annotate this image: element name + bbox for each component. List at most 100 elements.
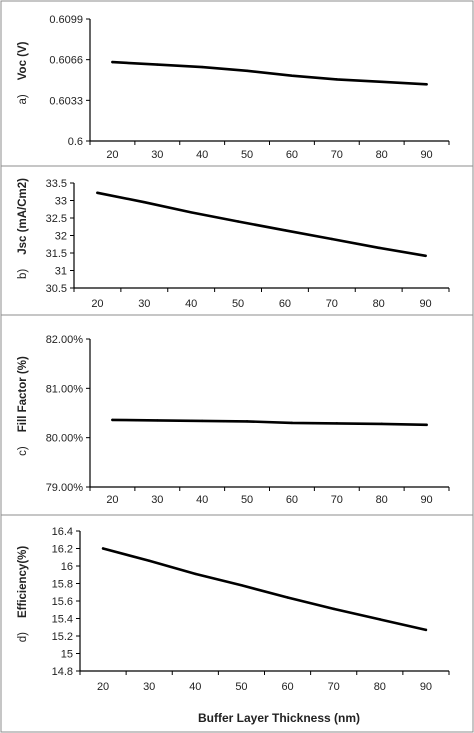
y-tick-label: 0.6 <box>68 136 83 148</box>
x-tick-label: 40 <box>189 681 201 693</box>
y-tick-label: 80.00% <box>46 433 84 445</box>
data-point <box>200 419 204 423</box>
x-tick-label: 20 <box>97 681 109 693</box>
data-point <box>335 78 339 81</box>
data-point <box>200 65 204 69</box>
data-point <box>147 559 151 562</box>
x-tick-label: 60 <box>279 298 291 310</box>
x-tick-label: 80 <box>376 494 388 506</box>
x-tick-label: 30 <box>143 681 155 693</box>
x-tick-label: 60 <box>286 494 298 506</box>
chart-panel-2: 30.5 31 31.5 32 32.5 33 33.5 20 30 40 50 60 70 80 90 b)… <box>0 165 474 316</box>
panel-frame <box>0 165 474 316</box>
series-line <box>111 60 428 86</box>
data-point <box>156 63 159 66</box>
x-tick-label: 90 <box>420 494 432 506</box>
x-tick-label: 40 <box>185 298 197 310</box>
data-point <box>143 201 146 204</box>
data-point <box>332 607 335 611</box>
x-tick-label: 90 <box>419 298 431 310</box>
x-tick-label: 30 <box>138 298 150 310</box>
data-point <box>156 419 159 422</box>
y-tick-label: 0.6066 <box>49 55 83 67</box>
y-axis-label-text: Fill Factor (%) <box>17 356 29 432</box>
y-axis-label-text: Voc (V) <box>17 41 29 80</box>
x-tick-label: 50 <box>241 149 253 161</box>
x-axis-label: Buffer Layer Thickness (nm) <box>198 711 360 725</box>
y-axis-label-text: Efficiency(%) <box>17 546 29 618</box>
data-point <box>330 237 334 241</box>
data-point <box>111 60 114 64</box>
data-point <box>290 74 294 77</box>
x-tick-label: 50 <box>241 494 253 506</box>
y-tick-label: 16 <box>61 561 73 573</box>
y-tick-label: 79.00% <box>46 482 84 494</box>
x-tick-label: 30 <box>151 149 163 161</box>
data-point <box>425 423 428 427</box>
data-point <box>378 618 382 621</box>
panel-letter: b) <box>17 269 29 279</box>
y-tick-label: 32.5 <box>46 213 67 225</box>
panel-letter: c) <box>17 446 29 456</box>
x-tick-label: 60 <box>281 681 293 693</box>
data-point <box>236 220 240 223</box>
x-tick-label: 30 <box>151 494 163 506</box>
data-point <box>101 547 105 550</box>
data-point <box>240 584 243 587</box>
x-tick-label: 50 <box>235 681 247 693</box>
data-point <box>286 596 289 599</box>
data-point <box>96 191 99 194</box>
x-tick-label: 80 <box>376 149 388 161</box>
chart-panel-3: 79.00% 80.00% 81.00% 82.00% 20 30 40 50 60 70 80 90… <box>0 314 474 516</box>
data-point <box>245 420 249 423</box>
x-tick-label: 20 <box>91 298 103 310</box>
panel-letter: a) <box>17 94 29 104</box>
x-tick-label: 90 <box>420 681 432 693</box>
data-point <box>377 246 380 249</box>
y-tick-label: 82.00% <box>46 334 84 346</box>
data-point <box>283 229 287 232</box>
y-tick-label: 0.6099 <box>49 14 83 26</box>
data-point <box>245 69 249 72</box>
y-tick-label: 16.2 <box>52 544 73 556</box>
y-axis-label: d) Efficiency(%) <box>17 546 29 643</box>
x-tick-label: 20 <box>106 149 118 161</box>
x-tick-label: 70 <box>331 494 343 506</box>
x-tick-label: 40 <box>196 494 208 506</box>
y-tick-label: 15.8 <box>52 579 73 591</box>
y-tick-label: 15.2 <box>52 631 73 643</box>
chart-panel-4: 14.8 15 15.2 15.4 15.6 15.8 16 16.2 16.4 20 30 40 50… <box>0 514 474 733</box>
y-axis-label: b) Jsc (mA/Cm2) <box>17 178 29 279</box>
series-line <box>96 191 427 258</box>
x-tick-label: 90 <box>420 149 432 161</box>
y-tick-label: 32 <box>55 231 67 243</box>
y-tick-label: 14.8 <box>52 666 73 678</box>
y-axis-label-text: Jsc (mA/Cm2) <box>17 178 29 255</box>
data-point <box>380 80 383 84</box>
series-line <box>101 547 428 632</box>
series-line <box>111 418 428 427</box>
y-tick-label: 15.6 <box>52 596 73 608</box>
x-tick-label: 60 <box>286 149 298 161</box>
y-tick-label: 31.5 <box>46 248 67 260</box>
y-axis-label: c) Fill Factor (%) <box>17 356 29 456</box>
data-point <box>290 421 294 425</box>
x-tick-label: 70 <box>326 298 338 310</box>
y-tick-label: 15 <box>61 649 73 661</box>
chart-panel-1: 0.6 0.6033 0.6066 0.6099 20 30 40 50 60 70 80 90 a) V… <box>0 0 474 167</box>
panel-letter: d) <box>17 632 29 642</box>
data-point <box>380 422 383 426</box>
y-tick-label: 81.00% <box>46 383 84 395</box>
y-axis-label: a) Voc (V) <box>17 41 29 104</box>
x-tick-label: 70 <box>328 681 340 693</box>
data-point <box>189 211 193 214</box>
y-tick-label: 16.4 <box>52 526 73 538</box>
data-point <box>335 422 339 425</box>
x-tick-label: 80 <box>373 298 385 310</box>
x-tick-label: 70 <box>331 149 343 161</box>
x-tick-label: 50 <box>232 298 244 310</box>
data-point <box>425 83 428 86</box>
y-tick-label: 33 <box>55 196 67 208</box>
